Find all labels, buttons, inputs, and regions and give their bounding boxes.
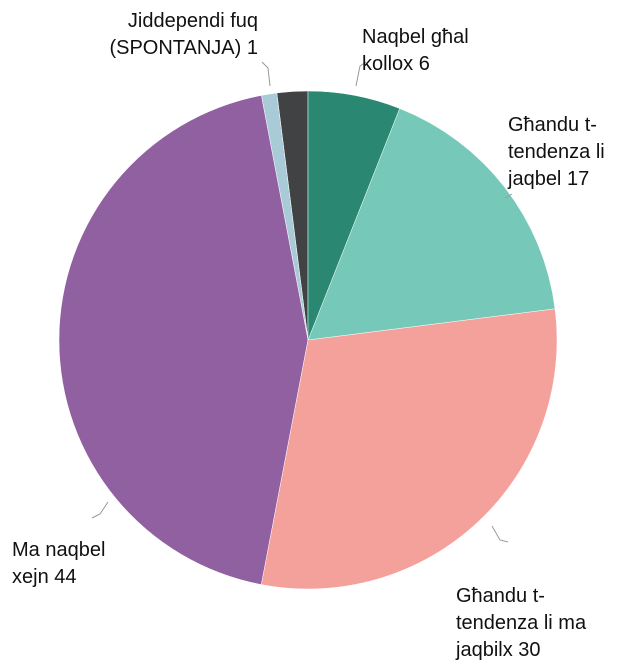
pie-slice bbox=[307, 90, 400, 341]
slice-category: Jiddependi fuq (SPONTANJA) bbox=[109, 10, 258, 59]
slice-label: Ma naqbel xejn 44 bbox=[12, 537, 142, 591]
pie-slice bbox=[261, 308, 558, 590]
slice-value: 6 bbox=[418, 53, 430, 75]
pie-slice bbox=[307, 108, 556, 341]
leader-line bbox=[355, 61, 367, 87]
leader-line bbox=[491, 525, 509, 543]
slice-label: Jiddependi fuq (SPONTANJA) 1 bbox=[43, 8, 258, 62]
slice-category: Għandu t-tendenza li jaqbel bbox=[508, 114, 605, 190]
pie-slice bbox=[58, 95, 309, 585]
slice-value: 44 bbox=[54, 566, 77, 588]
slice-label: Għandu t-tendenza li ma jaqbilx 30 bbox=[456, 583, 606, 664]
leader-line bbox=[91, 501, 109, 519]
leader-line bbox=[504, 193, 513, 199]
slice-category: Ma naqbel xejn bbox=[12, 539, 106, 588]
slice-value: 17 bbox=[566, 168, 590, 190]
slice-label: Naqbel għal kollox 6 bbox=[362, 24, 522, 78]
slice-label: Għandu t-tendenza li jaqbel 17 bbox=[508, 112, 638, 193]
slice-value: 30 bbox=[518, 639, 541, 661]
leader-line bbox=[261, 61, 271, 87]
slice-category: Naqbel għal kollox bbox=[362, 26, 469, 75]
leader-lines bbox=[91, 61, 513, 543]
slice-category: Għandu t-tendenza li ma jaqbilx bbox=[456, 585, 587, 661]
slice-value: 1 bbox=[246, 37, 258, 59]
